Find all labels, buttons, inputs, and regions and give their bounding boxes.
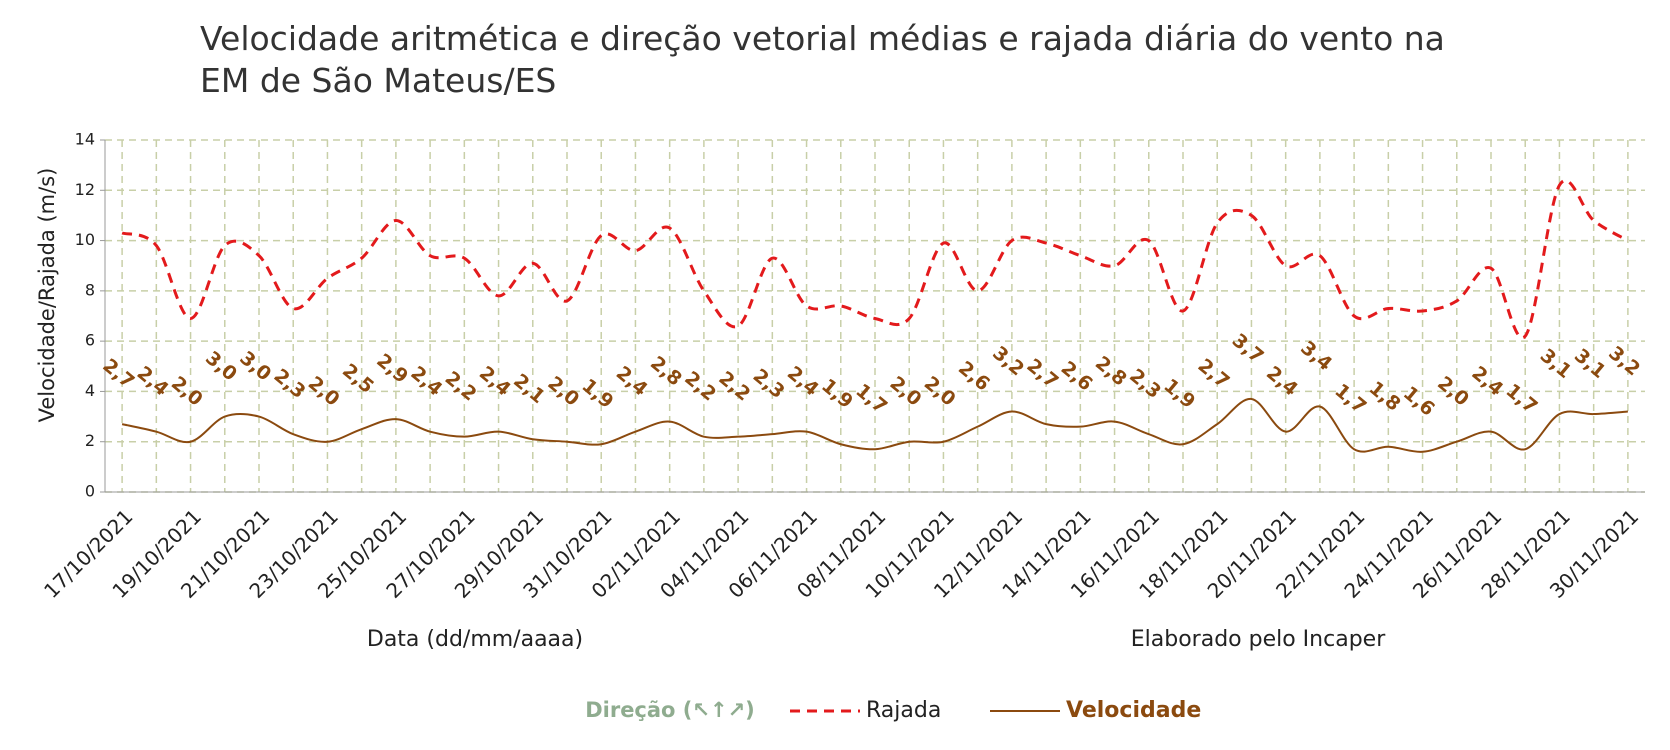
data-label: 2,7 bbox=[1194, 354, 1234, 392]
data-label: 2,2 bbox=[441, 367, 481, 405]
data-label: 2,3 bbox=[270, 365, 310, 403]
data-label: 1,7 bbox=[1502, 380, 1542, 418]
data-label: 2,4 bbox=[475, 362, 515, 400]
line bbox=[121, 397, 1628, 453]
data-label: 2,4 bbox=[1467, 362, 1507, 400]
data-label: 2,3 bbox=[1125, 365, 1165, 403]
data-label: 3,1 bbox=[1536, 344, 1576, 382]
y-tick-label: 12 bbox=[75, 180, 95, 199]
data-label: 2,7 bbox=[1022, 354, 1062, 392]
data-label: 2,4 bbox=[133, 362, 173, 400]
data-label: 1,9 bbox=[817, 375, 857, 413]
data-label: 2,4 bbox=[783, 362, 823, 400]
line bbox=[121, 179, 1629, 340]
y-tick-label: 2 bbox=[85, 431, 95, 450]
data-label: 2,9 bbox=[372, 349, 412, 387]
chart-title: Velocidade aritmética e direção vetorial… bbox=[200, 19, 1445, 100]
y-tick-label: 14 bbox=[75, 130, 95, 149]
data-label: 2,0 bbox=[886, 372, 926, 410]
data-label: 2,4 bbox=[1262, 362, 1302, 400]
data-label: 3,2 bbox=[1604, 342, 1644, 380]
data-label: 2,6 bbox=[954, 357, 994, 395]
data-label: 2,0 bbox=[543, 372, 583, 410]
data-label: 2,2 bbox=[714, 367, 754, 405]
data-label: 3,4 bbox=[1296, 337, 1336, 375]
data-label: 2,7 bbox=[98, 354, 138, 392]
y-tick-label: 8 bbox=[85, 280, 95, 299]
data-label: 3,0 bbox=[235, 347, 275, 385]
data-label: 3,2 bbox=[988, 342, 1028, 380]
data-label: 2,8 bbox=[646, 352, 686, 390]
data-label: 3,7 bbox=[1228, 329, 1268, 367]
data-label: 2,0 bbox=[167, 372, 207, 410]
legend-label: Rajada bbox=[866, 698, 941, 723]
data-label: 2,1 bbox=[509, 370, 549, 408]
data-label: 2,8 bbox=[1091, 352, 1131, 390]
y-tick-label: 4 bbox=[85, 381, 95, 400]
data-label: 1,8 bbox=[1365, 377, 1405, 415]
data-label: 1,7 bbox=[1330, 380, 1370, 418]
y-tick-label: 6 bbox=[85, 331, 95, 350]
legend-label: Velocidade bbox=[1066, 698, 1201, 723]
data-label: 2,0 bbox=[920, 372, 960, 410]
credit: Elaborado pelo Incaper bbox=[1131, 627, 1386, 652]
legend-direction: Direção (↖↑↗) bbox=[585, 698, 755, 722]
data-label: 1,9 bbox=[578, 375, 618, 413]
x-axis-label: Data (dd/mm/aaaa) bbox=[367, 627, 583, 652]
y-tick-label: 0 bbox=[85, 482, 95, 501]
data-label: 1,7 bbox=[851, 380, 891, 418]
data-label: 3,1 bbox=[1570, 344, 1610, 382]
data-label: 2,4 bbox=[406, 362, 446, 400]
data-label: 2,3 bbox=[749, 365, 789, 403]
y-axis-label: Velocidade/Rajada (m/s) bbox=[35, 168, 59, 423]
data-label: 1,9 bbox=[1159, 375, 1199, 413]
data-label: 2,6 bbox=[1057, 357, 1097, 395]
y-tick-label: 10 bbox=[75, 230, 95, 249]
data-label: 2,0 bbox=[304, 372, 344, 410]
data-label: 3,0 bbox=[201, 347, 241, 385]
